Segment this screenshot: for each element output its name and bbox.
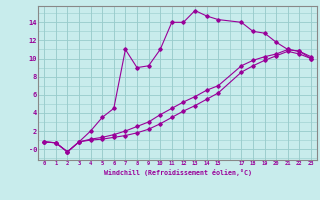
- X-axis label: Windchill (Refroidissement éolien,°C): Windchill (Refroidissement éolien,°C): [104, 169, 252, 176]
